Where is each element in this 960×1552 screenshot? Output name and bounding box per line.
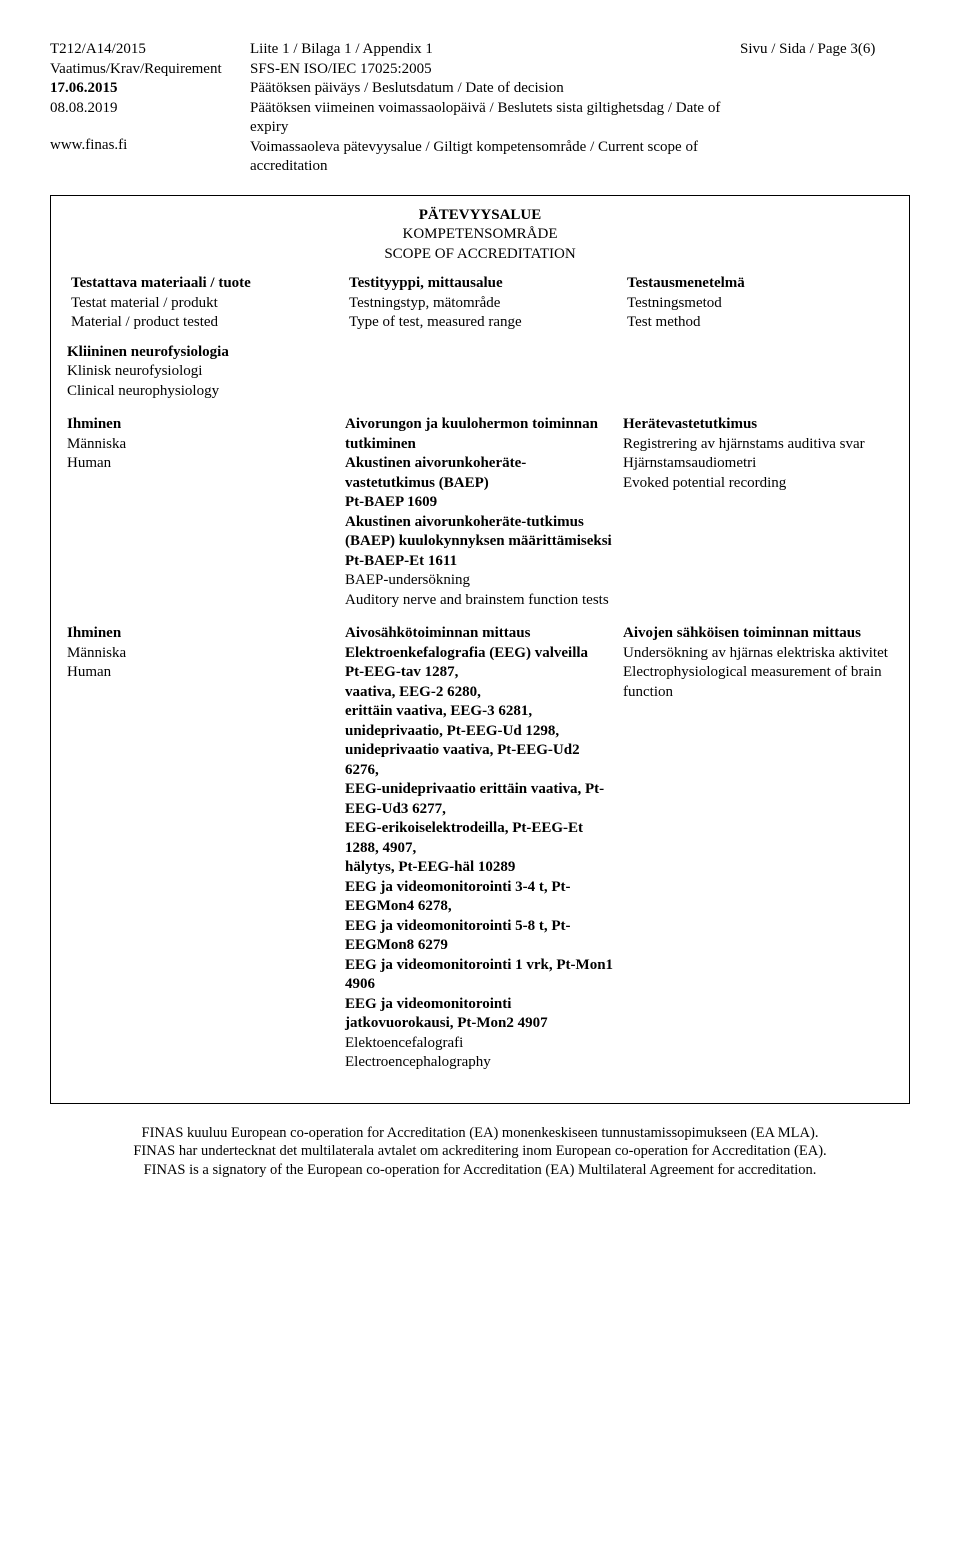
test-code: EEG ja videomonitorointi 1 vrk, Pt-Mon1 … bbox=[345, 956, 615, 995]
col3-fi: Testausmenetelmä bbox=[623, 274, 873, 294]
test-code: Pt-BAEP 1609 bbox=[345, 493, 615, 513]
section-heading: Kliininen neurofysiologia Klinisk neurof… bbox=[63, 343, 341, 402]
test-sv: Elektoencefalografi bbox=[345, 1034, 615, 1054]
section-heading-row: Kliininen neurofysiologia Klinisk neurof… bbox=[63, 343, 897, 402]
test-en: Electroencephalography bbox=[345, 1053, 615, 1073]
col3-header: Testausmenetelmä Testningsmetod Test met… bbox=[619, 274, 897, 333]
test-desc: Aivosähkötoiminnan mittaus bbox=[345, 624, 615, 644]
material-sv: Människa bbox=[67, 644, 337, 664]
empty-cell bbox=[341, 343, 619, 402]
test-code: EEG ja videomonitorointi jatkovuorokausi… bbox=[345, 995, 615, 1034]
table-row: Ihminen Människa Human Aivorungon ja kuu… bbox=[63, 415, 897, 610]
date-decision: 17.06.2015 bbox=[50, 79, 250, 99]
test-desc: Akustinen aivorunkoheräte-vastetutkimus … bbox=[345, 454, 615, 493]
col1-en: Material / product tested bbox=[67, 313, 337, 333]
scope-title-sv: KOMPETENSOMRÅDE bbox=[63, 225, 897, 245]
method-fi: Herätevastetutkimus bbox=[623, 415, 893, 435]
col2-sv: Testningstyp, mätområde bbox=[345, 294, 615, 314]
col1-sv: Testat material / produkt bbox=[67, 294, 337, 314]
test-code: erittäin vaativa, EEG-3 6281, bbox=[345, 702, 615, 722]
method-sv2: Hjärnstamsaudiometri bbox=[623, 454, 893, 474]
col2-en: Type of test, measured range bbox=[345, 313, 615, 333]
footer-line: FINAS har undertecknat det multilaterala… bbox=[50, 1142, 910, 1161]
spacer bbox=[50, 118, 250, 136]
test-code: EEG ja videomonitorointi 5-8 t, Pt-EEGMo… bbox=[345, 917, 615, 956]
material-cell: Ihminen Människa Human bbox=[63, 415, 341, 610]
column-headers: Testattava materiaali / tuote Testat mat… bbox=[63, 274, 897, 333]
expiry-date-label: Päätöksen viimeinen voimassaolopäivä / B… bbox=[250, 99, 740, 138]
method-cell: Aivojen sähköisen toiminnan mittaus Unde… bbox=[619, 624, 897, 1073]
section-fi: Kliininen neurofysiologia bbox=[67, 343, 337, 363]
test-code: EEG-unideprivaatio erittäin vaativa, Pt-… bbox=[345, 780, 615, 819]
req-label: Vaatimus/Krav/Requirement bbox=[50, 60, 250, 80]
method-en: Electrophysiological measurement of brai… bbox=[623, 663, 893, 702]
test-code: unideprivaatio vaativa, Pt-EEG-Ud2 6276, bbox=[345, 741, 615, 780]
col3-en: Test method bbox=[623, 313, 873, 333]
method-sv: Registrering av hjärnstams auditiva svar bbox=[623, 435, 893, 455]
col2-fi: Testityyppi, mittausalue bbox=[345, 274, 615, 294]
scope-title-fi: PÄTEVYYSALUE bbox=[63, 206, 897, 226]
test-code: EEG ja videomonitorointi 3-4 t, Pt-EEGMo… bbox=[345, 878, 615, 917]
header-left: T212/A14/2015 Vaatimus/Krav/Requirement … bbox=[50, 40, 250, 177]
scope-header: PÄTEVYYSALUE KOMPETENSOMRÅDE SCOPE OF AC… bbox=[63, 206, 897, 265]
test-sv: BAEP-undersökning bbox=[345, 571, 615, 591]
material-fi: Ihminen bbox=[67, 624, 337, 644]
section-sv: Klinisk neurofysiologi bbox=[67, 362, 337, 382]
header-middle: Liite 1 / Bilaga 1 / Appendix 1 SFS-EN I… bbox=[250, 40, 740, 177]
col1-header: Testattava materiaali / tuote Testat mat… bbox=[63, 274, 341, 333]
test-code: EEG-erikoiselektrodeilla, Pt-EEG-Et 1288… bbox=[345, 819, 615, 858]
decision-date-label: Päätöksen päiväys / Beslutsdatum / Date … bbox=[250, 79, 740, 99]
page-number: Sivu / Sida / Page 3(6) bbox=[740, 40, 910, 60]
header-right: Sivu / Sida / Page 3(6) bbox=[740, 40, 910, 177]
table-row: Ihminen Människa Human Aivosähkötoiminna… bbox=[63, 624, 897, 1073]
website: www.finas.fi bbox=[50, 136, 250, 156]
method-en: Evoked potential recording bbox=[623, 474, 893, 494]
test-desc: Aivorungon ja kuulohermon toiminnan tutk… bbox=[345, 415, 615, 454]
material-en: Human bbox=[67, 454, 337, 474]
test-desc: Elektroenkefalografia (EEG) valveilla bbox=[345, 644, 615, 664]
test-type-cell: Aivosähkötoiminnan mittaus Elektroenkefa… bbox=[341, 624, 619, 1073]
test-code: Pt-EEG-tav 1287, bbox=[345, 663, 615, 683]
test-code: Pt-BAEP-Et 1611 bbox=[345, 552, 615, 572]
page-footer: FINAS kuuluu European co-operation for A… bbox=[50, 1124, 910, 1181]
standard-ref: SFS-EN ISO/IEC 17025:2005 bbox=[250, 60, 740, 80]
material-en: Human bbox=[67, 663, 337, 683]
scope-title-en: SCOPE OF ACCREDITATION bbox=[63, 245, 897, 265]
scope-label: Voimassaoleva pätevyysalue / Giltigt kom… bbox=[250, 138, 740, 177]
material-cell: Ihminen Människa Human bbox=[63, 624, 341, 1073]
test-type-cell: Aivorungon ja kuulohermon toiminnan tutk… bbox=[341, 415, 619, 610]
test-code: unideprivaatio, Pt-EEG-Ud 1298, bbox=[345, 722, 615, 742]
section-en: Clinical neurophysiology bbox=[67, 382, 337, 402]
method-sv: Undersökning av hjärnas elektriska aktiv… bbox=[623, 644, 893, 664]
method-fi: Aivojen sähköisen toiminnan mittaus bbox=[623, 624, 893, 644]
appendix-title: Liite 1 / Bilaga 1 / Appendix 1 bbox=[250, 40, 740, 60]
col1-fi: Testattava materiaali / tuote bbox=[67, 274, 337, 294]
test-desc: Akustinen aivorunkoheräte-tutkimus (BAEP… bbox=[345, 513, 615, 552]
footer-line: FINAS is a signatory of the European co-… bbox=[50, 1161, 910, 1180]
page-header: T212/A14/2015 Vaatimus/Krav/Requirement … bbox=[50, 40, 910, 177]
test-code: hälytys, Pt-EEG-häl 10289 bbox=[345, 858, 615, 878]
method-cell: Herätevastetutkimus Registrering av hjär… bbox=[619, 415, 897, 610]
test-code: vaativa, EEG-2 6280, bbox=[345, 683, 615, 703]
material-fi: Ihminen bbox=[67, 415, 337, 435]
test-en: Auditory nerve and brainstem function te… bbox=[345, 591, 615, 611]
accreditation-table: PÄTEVYYSALUE KOMPETENSOMRÅDE SCOPE OF AC… bbox=[50, 195, 910, 1104]
col2-header: Testityyppi, mittausalue Testningstyp, m… bbox=[341, 274, 619, 333]
doc-code: T212/A14/2015 bbox=[50, 40, 250, 60]
date-expiry: 08.08.2019 bbox=[50, 99, 250, 119]
empty-cell bbox=[619, 343, 897, 402]
material-sv: Människa bbox=[67, 435, 337, 455]
col3-sv: Testningsmetod bbox=[623, 294, 873, 314]
footer-line: FINAS kuuluu European co-operation for A… bbox=[50, 1124, 910, 1143]
